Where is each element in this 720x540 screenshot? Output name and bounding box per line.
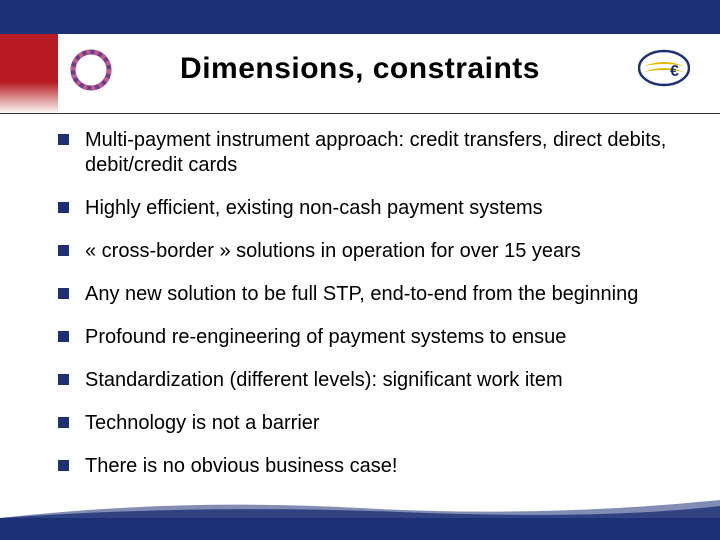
- list-item: Profound re-engineering of payment syste…: [58, 325, 690, 350]
- list-item: Any new solution to be full STP, end-to-…: [58, 282, 690, 307]
- bullet-icon: [58, 288, 69, 299]
- bullet-text: There is no obvious business case!: [85, 454, 690, 479]
- list-item: Highly efficient, existing non-cash paym…: [58, 196, 690, 221]
- top-band: [0, 0, 720, 34]
- bullet-icon: [58, 331, 69, 342]
- bullet-text: Multi-payment instrument approach: credi…: [85, 128, 690, 178]
- bullet-icon: [58, 374, 69, 385]
- bullet-list: Multi-payment instrument approach: credi…: [58, 128, 690, 497]
- bullet-icon: [58, 460, 69, 471]
- list-item: There is no obvious business case!: [58, 454, 690, 479]
- bullet-icon: [58, 202, 69, 213]
- bullet-text: « cross-border » solutions in operation …: [85, 239, 690, 264]
- list-item: Multi-payment instrument approach: credi…: [58, 128, 690, 178]
- bullet-text: Highly efficient, existing non-cash paym…: [85, 196, 690, 221]
- slide-title: Dimensions, constraints: [0, 52, 720, 86]
- bullet-icon: [58, 417, 69, 428]
- bullet-text: Profound re-engineering of payment syste…: [85, 325, 690, 350]
- list-item: « cross-border » solutions in operation …: [58, 239, 690, 264]
- footer-band: [0, 518, 720, 540]
- list-item: Standardization (different levels): sign…: [58, 368, 690, 393]
- bullet-text: Technology is not a barrier: [85, 411, 690, 436]
- bullet-icon: [58, 245, 69, 256]
- bullet-icon: [58, 134, 69, 145]
- bullet-text: Any new solution to be full STP, end-to-…: [85, 282, 690, 307]
- footer-wave-icon: [0, 494, 720, 518]
- bullet-text: Standardization (different levels): sign…: [85, 368, 690, 393]
- list-item: Technology is not a barrier: [58, 411, 690, 436]
